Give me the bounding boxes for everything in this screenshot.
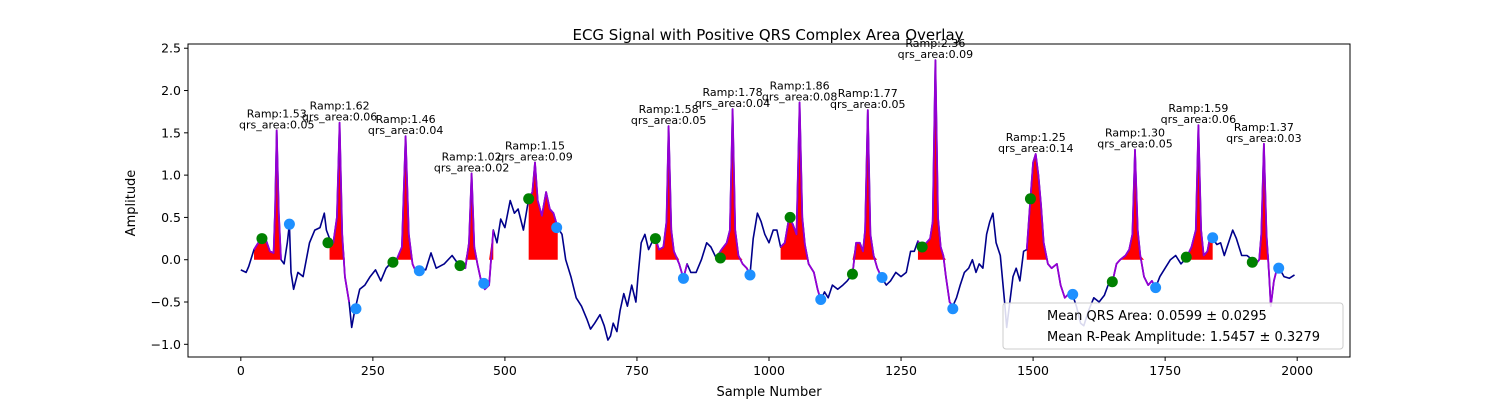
x-tick-label-1250: 1250 xyxy=(885,363,917,378)
qrs-area-fill-9 xyxy=(852,109,883,260)
chart-title: ECG Signal with Positive QRS Complex Are… xyxy=(572,26,963,44)
peak-ramp-label-2: Ramp:1.62 xyxy=(310,100,370,113)
x-tick-label-500: 500 xyxy=(493,363,517,378)
qrs-offset-marker-2 xyxy=(350,303,362,315)
peak-qrs-area-label-11: qrs_area:0.14 xyxy=(998,142,1073,155)
x-axis-label: Sample Number xyxy=(716,385,822,400)
peak-qrs-area-label-10: qrs_area:0.09 xyxy=(898,48,973,61)
x-tick-label-750: 750 xyxy=(625,363,649,378)
y-tick-label-1: −0.5 xyxy=(151,295,181,310)
peak-ramp-label-11: Ramp:1.25 xyxy=(1006,131,1066,144)
y-tick-label-5: 1.5 xyxy=(161,125,181,140)
qrs-onset-marker-8 xyxy=(784,211,796,223)
qrs-onset-marker-9 xyxy=(846,268,858,280)
x-tick-label-2000: 2000 xyxy=(1281,363,1313,378)
y-tick-label-6: 2.0 xyxy=(161,83,181,98)
y-tick-label-0: −1.0 xyxy=(151,337,181,352)
qrs-onset-marker-3 xyxy=(387,256,399,268)
peak-ramp-label-5: Ramp:1.15 xyxy=(505,139,565,152)
peak-ramp-label-13: Ramp:1.59 xyxy=(1168,102,1228,115)
qrs-area-fill-10 xyxy=(917,60,953,260)
qrs-onset-marker-6 xyxy=(649,233,661,245)
qrs-segment-line-12 xyxy=(1111,148,1157,289)
y-axis-label: Amplitude xyxy=(124,170,139,237)
axes: 0 250 500 750 1000 1250 1500 1750 2000 −1.0 −0.5 0.… xyxy=(151,41,1313,378)
peak-qrs-area-label-6: qrs_area:0.05 xyxy=(631,114,706,127)
peak-qrs-area-label-12: qrs_area:0.05 xyxy=(1097,138,1172,151)
qrs-onset-marker-5 xyxy=(523,193,535,205)
qrs-offset-marker-14 xyxy=(1273,262,1285,274)
x-tick-label-0: 0 xyxy=(237,363,245,378)
peak-ramp-label-7: Ramp:1.78 xyxy=(703,86,763,99)
qrs-onset-marker-14 xyxy=(1246,256,1258,268)
qrs-segment-line-9 xyxy=(851,109,883,279)
qrs-offset-marker-9 xyxy=(876,271,888,283)
peak-ramp-label-9: Ramp:1.77 xyxy=(838,87,898,100)
legend-entry-qrs-area: Mean QRS Area: 0.0599 ± 0.0295 xyxy=(1047,309,1267,324)
peak-qrs-area-label-7: qrs_area:0.04 xyxy=(695,97,770,110)
x-tick-label-1000: 1000 xyxy=(753,363,785,378)
peak-ramp-label-8: Ramp:1.86 xyxy=(770,79,830,92)
qrs-onset-marker-12 xyxy=(1106,276,1118,288)
peak-qrs-area-label-14: qrs_area:0.03 xyxy=(1226,132,1301,145)
peak-qrs-area-label-4: qrs_area:0.02 xyxy=(434,161,509,174)
qrs-offset-marker-10 xyxy=(947,303,959,315)
peak-qrs-area-label-8: qrs_area:0.08 xyxy=(762,90,837,103)
x-tick-label-1750: 1750 xyxy=(1149,363,1181,378)
qrs-offset-marker-8 xyxy=(815,293,827,305)
peak-qrs-area-label-1: qrs_area:0.05 xyxy=(239,118,314,131)
qrs-offset-marker-11 xyxy=(1067,288,1079,300)
x-tick-label-1500: 1500 xyxy=(1017,363,1049,378)
peak-ramp-label-1: Ramp:1.53 xyxy=(247,107,307,120)
qrs-segment-line-11 xyxy=(1025,153,1074,299)
x-tick-label-250: 250 xyxy=(361,363,385,378)
peak-ramp-label-12: Ramp:1.30 xyxy=(1105,127,1165,140)
peak-ramp-label-14: Ramp:1.37 xyxy=(1234,121,1294,134)
qrs-offset-marker-3 xyxy=(413,265,425,277)
qrs-offset-marker-1 xyxy=(283,218,295,230)
peak-qrs-area-label-5: qrs_area:0.09 xyxy=(497,150,572,163)
qrs-offset-marker-6 xyxy=(677,272,689,284)
peak-qrs-area-label-13: qrs_area:0.06 xyxy=(1161,113,1236,126)
peak-qrs-area-label-2: qrs_area:0.06 xyxy=(302,111,377,124)
qrs-segment-line-6 xyxy=(654,125,688,280)
y-tick-label-3: 0.5 xyxy=(161,210,181,225)
qrs-segment-line-7 xyxy=(715,108,751,276)
qrs-offset-marker-12 xyxy=(1150,282,1162,294)
y-tick-label-7: 2.5 xyxy=(161,41,181,56)
qrs-onset-marker-2 xyxy=(322,237,334,249)
qrs-onset-marker-11 xyxy=(1024,193,1036,205)
y-tick-label-2: 0.0 xyxy=(161,252,181,267)
peak-qrs-area-label-9: qrs_area:0.05 xyxy=(830,98,905,111)
qrs-area-fill-2 xyxy=(329,122,350,260)
qrs-offset-marker-5 xyxy=(551,222,563,234)
peak-qrs-area-label-3: qrs_area:0.04 xyxy=(368,124,443,137)
qrs-onset-marker-1 xyxy=(256,233,268,245)
legend-box xyxy=(1002,302,1344,350)
qrs-onset-marker-10 xyxy=(916,241,928,253)
peak-ramp-label-4: Ramp:1.02 xyxy=(442,150,502,163)
qrs-onset-marker-4 xyxy=(454,260,466,272)
peak-ramp-label-3: Ramp:1.46 xyxy=(376,113,436,126)
qrs-onset-marker-13 xyxy=(1180,251,1192,263)
qrs-onset-marker-7 xyxy=(714,252,726,264)
qrs-segment-line-5 xyxy=(527,161,559,228)
qrs-area-fill-7 xyxy=(716,109,750,260)
qrs-offset-marker-7 xyxy=(744,269,756,281)
legend-entry-r-peak: Mean R-Peak Amplitude: 1.5457 ± 0.3279 xyxy=(1047,330,1320,345)
qrs-offset-marker-13 xyxy=(1207,232,1219,244)
qrs-offset-marker-4 xyxy=(478,277,490,289)
y-tick-label-4: 1.0 xyxy=(161,168,181,183)
peak-ramp-label-6: Ramp:1.58 xyxy=(639,103,699,116)
legend: Mean QRS Area: 0.0599 ± 0.0295 Mean R-Pe… xyxy=(1002,302,1344,350)
